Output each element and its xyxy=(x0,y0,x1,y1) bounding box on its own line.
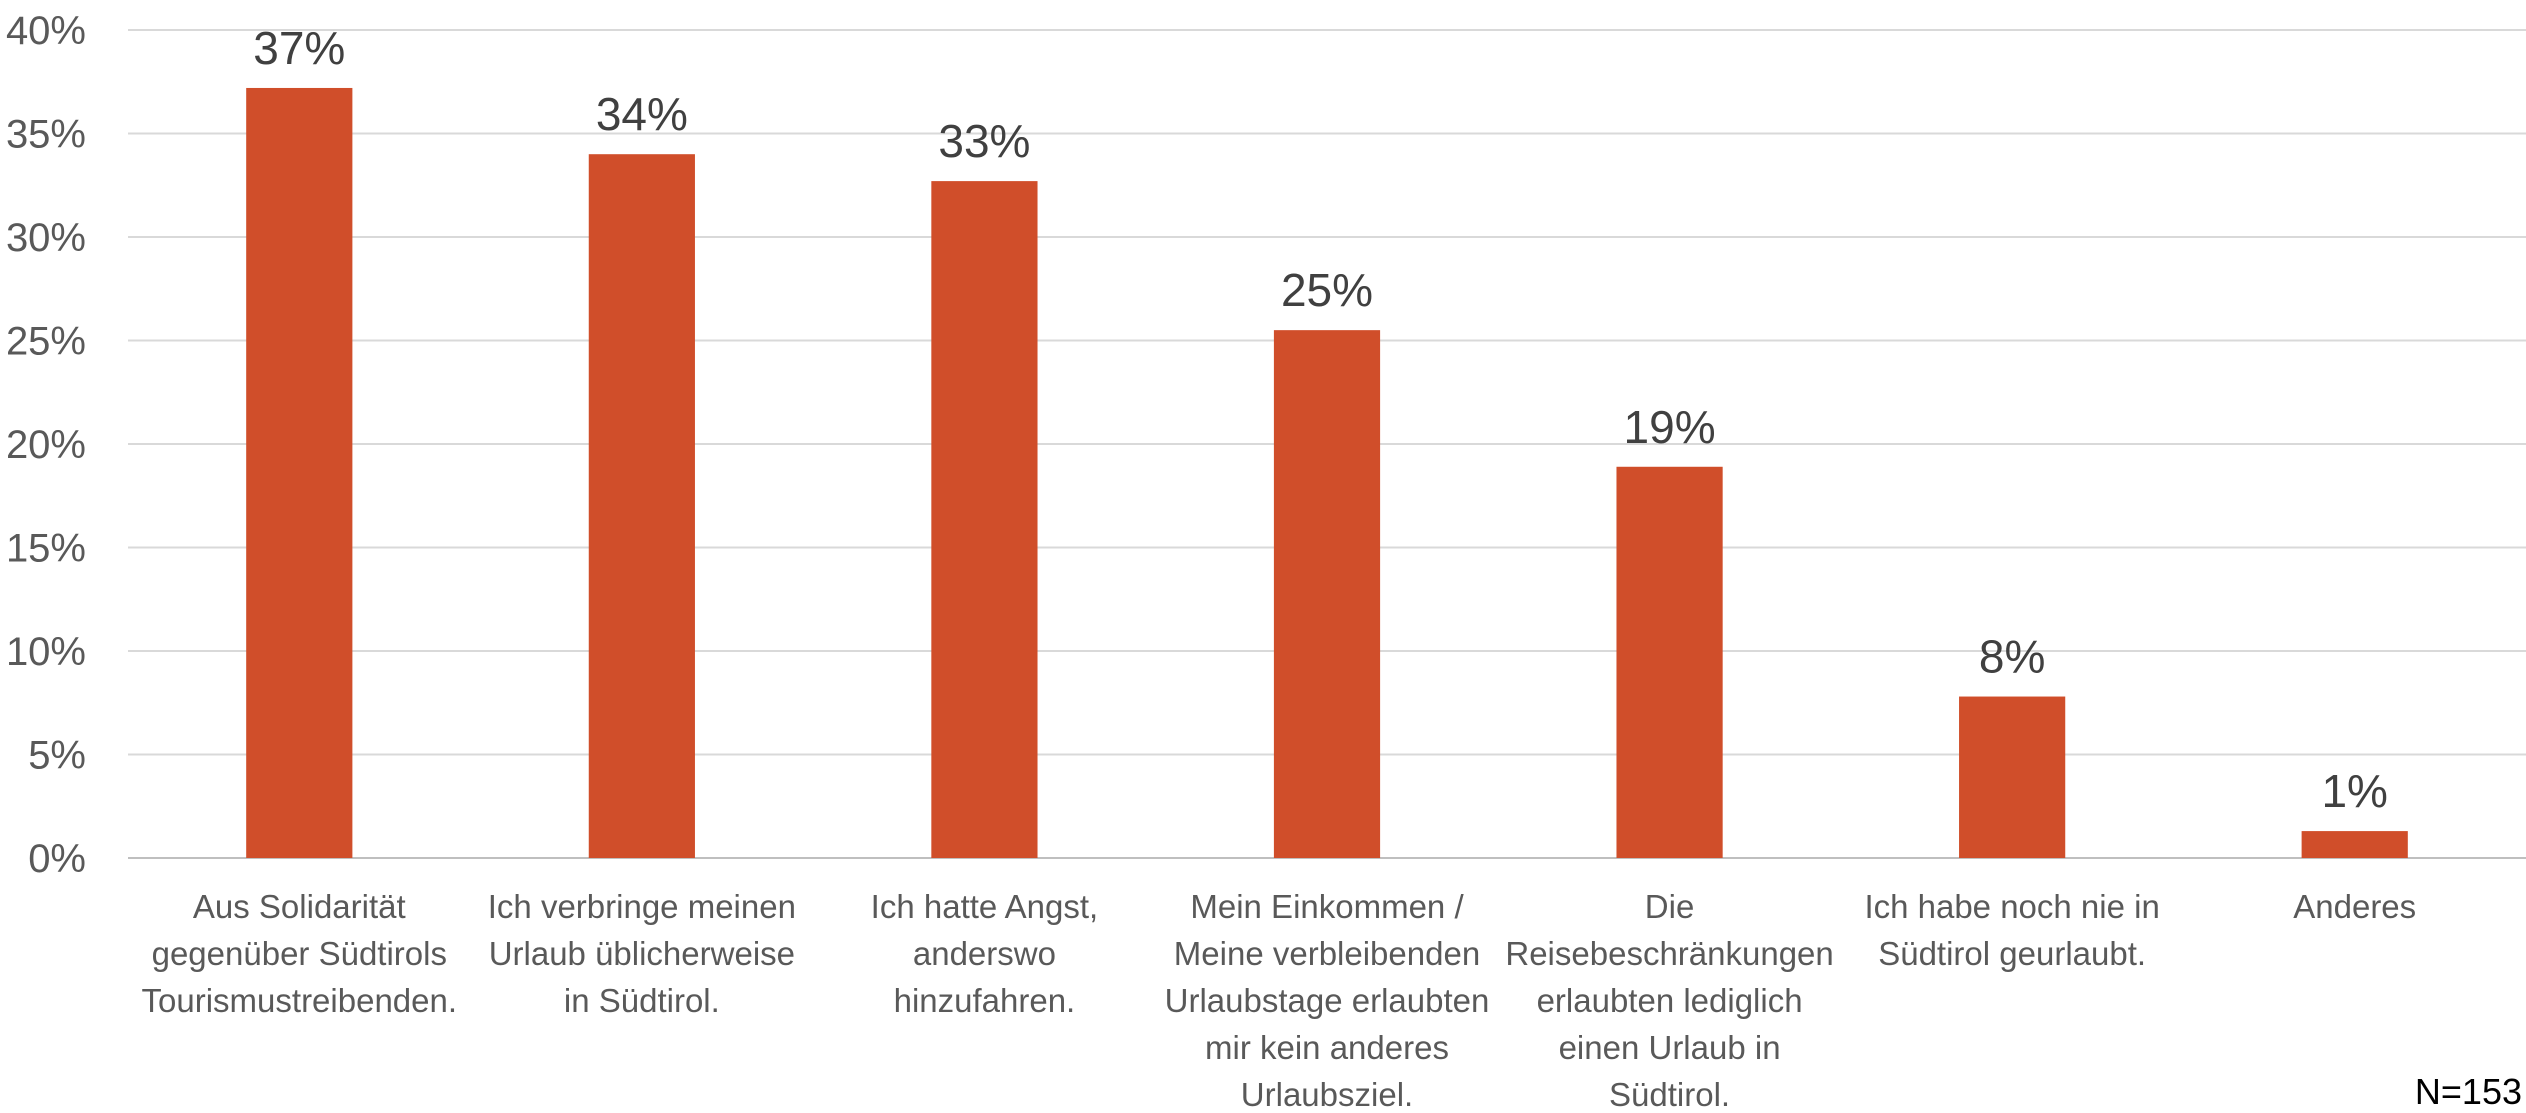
category-label-line: mir kein anderes xyxy=(1205,1029,1449,1066)
data-label: 8% xyxy=(1979,631,2045,683)
bar xyxy=(1959,696,2066,858)
y-tick-label: 5% xyxy=(28,734,86,778)
category-label-line: Tourismustreibenden. xyxy=(142,982,458,1019)
data-label: 34% xyxy=(596,88,688,140)
category-label-line: Ich verbringe meinen xyxy=(488,888,796,925)
y-tick-label: 40% xyxy=(6,9,86,53)
bar xyxy=(2301,831,2408,858)
category-label-line: Die xyxy=(1645,888,1695,925)
category-label-line: Aus Solidarität xyxy=(193,888,406,925)
y-axis-tick-labels: 0% 5% 10% 15% 20% 25% 30% 35% 40% xyxy=(6,9,86,881)
data-labels: 37% 34% 33% 25% 19% 8% 1% xyxy=(253,22,2388,817)
category-label: Anderes xyxy=(2293,888,2416,925)
category-labels: Aus Solidarität gegenüber Südtirols Touris… xyxy=(142,888,2417,1113)
category-label-line: Urlaub üblicherweise xyxy=(489,935,795,972)
category-label-line: Urlaubstage erlaubten xyxy=(1165,982,1490,1019)
category-label: Mein Einkommen / Meine verbleibenden Urlau… xyxy=(1165,888,1490,1108)
category-label-line: Ich habe noch nie in xyxy=(1864,888,2159,925)
y-tick-label: 30% xyxy=(6,216,86,260)
category-label: Aus Solidarität gegenüber Südtirols Touris… xyxy=(142,888,458,1019)
y-tick-label: 15% xyxy=(6,527,86,571)
category-label-line: Mein Einkommen / xyxy=(1190,888,1464,925)
category-label-line: Ich hatte Angst, xyxy=(871,888,1099,925)
bar xyxy=(931,181,1038,859)
bar xyxy=(1616,466,1723,858)
category-label-line: in Südtirol. xyxy=(564,982,720,1019)
data-label: 19% xyxy=(1624,401,1716,453)
data-label: 33% xyxy=(938,115,1030,167)
bar xyxy=(1273,330,1381,858)
bars xyxy=(246,87,2408,859)
data-label: 25% xyxy=(1281,264,1373,316)
data-label: 1% xyxy=(2321,765,2387,817)
category-label-line: Meine verbleibenden xyxy=(1174,935,1480,972)
category-label-line: Anderes xyxy=(2293,888,2416,925)
category-label-line: Südtirol geurlaubt. xyxy=(1878,935,2146,972)
category-label: Ich hatte Angst, anderswo hinzufahren. xyxy=(871,888,1099,1019)
category-label-line: gegenüber Südtirols xyxy=(152,935,447,972)
category-label-line: einen Urlaub in xyxy=(1559,1029,1781,1066)
category-label-line: erlaubten lediglich xyxy=(1537,982,1803,1019)
category-label: Die Reisebeschränkungen erlaubten lediglic… xyxy=(1505,888,1833,1108)
category-label: Ich habe noch nie in Südtirol geurlaubt. xyxy=(1864,888,2159,972)
category-label-line: Urlaubsziel. xyxy=(1241,1076,1413,1108)
category-label-line: Reisebeschränkungen xyxy=(1505,935,1833,972)
y-tick-label: 0% xyxy=(28,837,86,881)
data-label: 37% xyxy=(253,22,345,74)
bar xyxy=(588,154,695,858)
category-label-line: anderswo xyxy=(913,935,1056,972)
category-label: Ich verbringe meinen Urlaub üblicherweise… xyxy=(488,888,796,1019)
bar xyxy=(246,87,353,858)
category-label-line: hinzufahren. xyxy=(894,982,1076,1019)
y-tick-label: 25% xyxy=(6,320,86,364)
y-tick-label: 20% xyxy=(6,423,86,467)
category-label-line: Südtirol. xyxy=(1609,1076,1730,1108)
y-tick-label: 10% xyxy=(6,630,86,674)
sample-size-note: N=153 xyxy=(2415,1071,2522,1108)
y-tick-label: 35% xyxy=(6,113,86,157)
